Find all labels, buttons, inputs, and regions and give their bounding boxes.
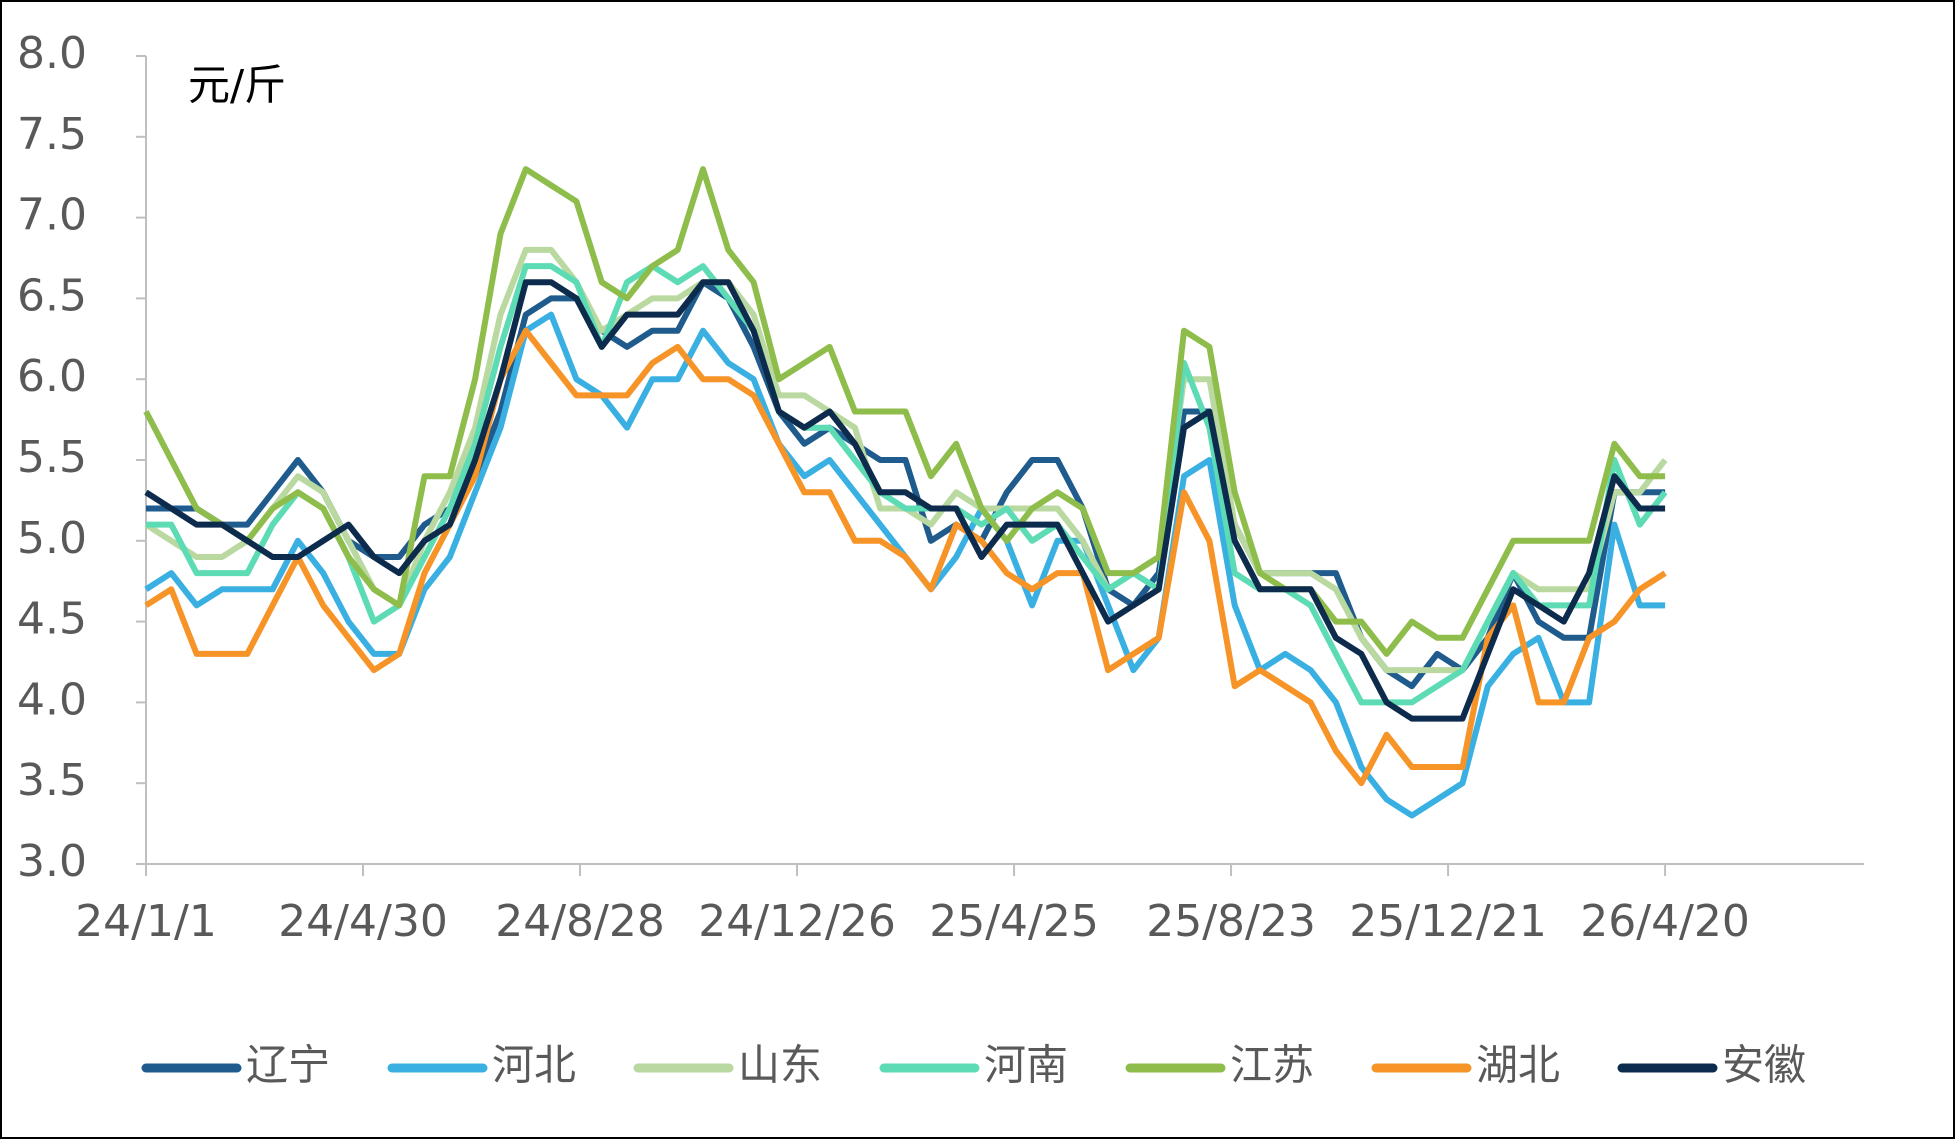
- x-tick-label: 24/8/28: [495, 896, 665, 947]
- legend-label: 河南: [984, 1041, 1068, 1090]
- y-tick-label: 4.0: [17, 674, 87, 725]
- series-line: [144, 327, 1667, 787]
- y-tick-label: 3.0: [17, 836, 87, 887]
- y-tick-label: 7.5: [17, 109, 87, 160]
- y-tick-label: 5.0: [17, 513, 87, 564]
- legend-label: 江苏: [1230, 1041, 1314, 1090]
- legend-label: 辽宁: [246, 1041, 330, 1090]
- y-tick-label: 6.5: [17, 270, 87, 321]
- x-tick-label: 24/12/26: [698, 896, 896, 947]
- x-tick-label: 25/12/21: [1349, 896, 1547, 947]
- series-line: [143, 166, 1666, 657]
- y-tick-label: 4.5: [17, 594, 87, 645]
- y-tick-label: 7.0: [17, 190, 87, 241]
- legend-label: 河北: [492, 1041, 576, 1090]
- x-tick-label: 25/8/23: [1146, 896, 1316, 947]
- series-line: [144, 279, 1666, 722]
- x-tick-label: 24/1/1: [75, 896, 217, 947]
- x-tick-label: 24/4/30: [278, 896, 448, 947]
- legend-label: 山东: [738, 1041, 822, 1090]
- y-axis-unit: 元/斤: [188, 61, 286, 110]
- x-tick-label: 25/4/25: [929, 896, 1099, 947]
- x-tick-label: 26/4/20: [1580, 896, 1750, 947]
- series-line: [146, 279, 1666, 690]
- y-tick-label: 8.0: [17, 28, 87, 79]
- legend-label: 湖北: [1476, 1041, 1560, 1090]
- y-tick-label: 3.5: [17, 755, 87, 806]
- y-tick-label: 5.5: [17, 432, 87, 483]
- legend-label: 安徽: [1722, 1041, 1806, 1090]
- y-tick-label: 6.0: [17, 351, 87, 402]
